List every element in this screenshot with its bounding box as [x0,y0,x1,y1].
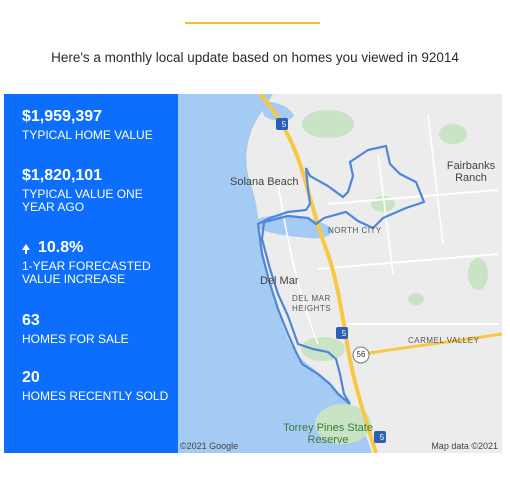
i5-shield-mid-label: 5 [341,329,347,338]
label-fairbanks-ranch: Fairbanks Ranch [446,160,496,184]
map-credit-data: Map data ©2021 [431,441,498,451]
accent-rule [185,22,320,24]
label-del-mar: Del Mar [260,275,299,287]
up-arrow-icon [22,244,30,254]
i5-shield-top-label: 5 [281,120,287,129]
stat-forecast: 10.8% 1-YEAR FORECASTED VALUE INCREASE [22,239,172,286]
sold-label: HOMES RECENTLY SOLD [22,389,169,403]
map-credit-google: ©2021 Google [180,441,239,451]
label-solana-beach: Solana Beach [230,176,299,188]
stat-typical-value: $1,959,397 TYPICAL HOME VALUE [22,108,172,142]
forecast-label: 1-YEAR FORECASTED VALUE INCREASE [22,259,151,286]
label-north-city: NORTH CITY [328,226,382,235]
forecast-value: 10.8% [38,239,84,256]
stat-year-ago: $1,820,101 TYPICAL VALUE ONE YEAR AGO [22,167,172,214]
route56-shield-label: 56 [356,350,366,359]
neighborhood-map[interactable]: 5 5 5 56 Solana Beach Fairbanks Ranch NO… [178,94,502,453]
map-canvas [178,94,502,453]
label-del-mar-heights: DEL MAR HEIGHTS [292,294,332,313]
stats-panel: $1,959,397 TYPICAL HOME VALUE $1,820,101… [4,94,178,453]
i5-shield-top [276,118,288,130]
for-sale-label: HOMES FOR SALE [22,332,129,346]
year-ago-label: TYPICAL VALUE ONE YEAR AGO [22,187,143,214]
i5-shield-bottom-label: 5 [379,433,385,442]
typical-value: $1,959,397 [22,108,103,125]
stat-sold: 20 HOMES RECENTLY SOLD [22,369,172,403]
intro-text: Here's a monthly local update based on h… [51,50,459,65]
label-torrey-pines: Torrey Pines State Reserve [283,422,373,446]
year-ago-value: $1,820,101 [22,167,103,184]
sold-value: 20 [22,369,40,386]
typical-value-label: TYPICAL HOME VALUE [22,128,153,142]
for-sale-value: 63 [22,312,40,329]
stat-for-sale: 63 HOMES FOR SALE [22,312,172,346]
label-carmel-valley: CARMEL VALLEY [408,336,480,345]
